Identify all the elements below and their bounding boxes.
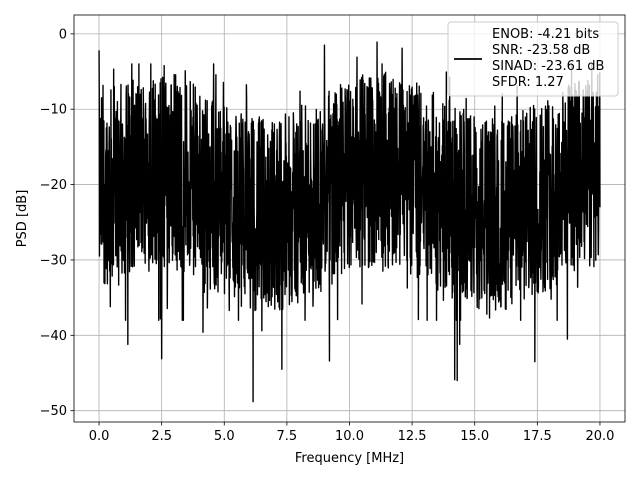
y-tick-label: −10 xyxy=(40,103,67,118)
x-tick-label: 20.0 xyxy=(585,429,614,444)
psd-series-line xyxy=(98,41,601,403)
legend-snr: SNR: -23.58 dB xyxy=(492,43,590,58)
x-tick-label: 0.0 xyxy=(89,429,110,444)
x-axis-ticks: 0.0 2.5 5.0 7.5 10.0 12.5 15.0 17.5 20.0 xyxy=(89,422,614,444)
psd-trace xyxy=(98,41,601,403)
x-tick-label: 10.0 xyxy=(335,429,364,444)
x-tick-label: 17.5 xyxy=(523,429,552,444)
y-tick-label: −20 xyxy=(40,178,67,193)
legend-box xyxy=(447,21,619,97)
x-tick-label: 12.5 xyxy=(398,429,427,444)
x-tick-label: 15.0 xyxy=(460,429,489,444)
x-tick-label: 2.5 xyxy=(151,429,172,444)
y-tick-label: −30 xyxy=(40,253,67,268)
y-tick-label: −50 xyxy=(40,404,67,419)
y-axis-label: PSD [dB] xyxy=(15,190,30,248)
legend-sinad: SINAD: -23.61 dB xyxy=(492,59,604,74)
x-axis-label: Frequency [MHz] xyxy=(295,451,404,466)
y-tick-label: −40 xyxy=(40,329,67,344)
legend-enob: ENOB: -4.21 bits xyxy=(492,27,599,42)
legend-sfdr: SFDR: 1.27 xyxy=(492,75,564,90)
legend: ENOB: -4.21 bits SNR: -23.58 dB SINAD: -… xyxy=(447,21,619,97)
y-tick-label: 0 xyxy=(59,27,67,42)
x-tick-label: 7.5 xyxy=(277,429,298,444)
y-axis-ticks: 0 −10 −20 −30 −40 −50 xyxy=(40,27,74,419)
x-tick-label: 5.0 xyxy=(214,429,235,444)
